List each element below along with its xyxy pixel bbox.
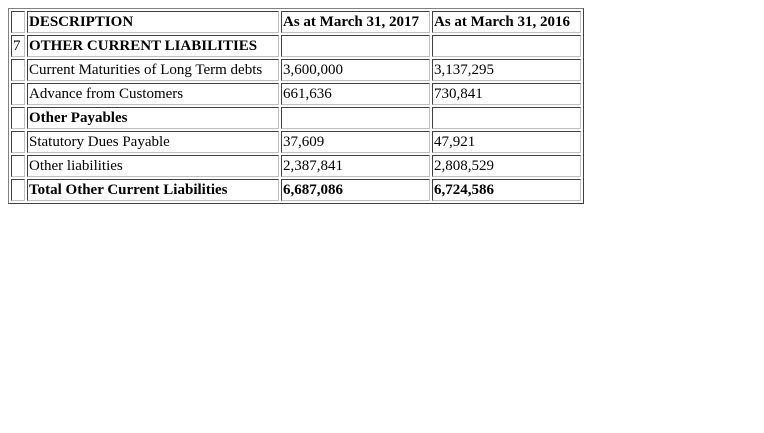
value-2016: 47,921 (432, 131, 581, 153)
value-2017: 2,387,841 (281, 155, 430, 177)
row-number: 7 (11, 35, 25, 57)
row-description: Advance from Customers (27, 83, 279, 105)
total-label: Total Other Current Liabilities (27, 179, 279, 201)
value-2017: 37,609 (281, 131, 430, 153)
value-2016: 730,841 (432, 83, 581, 105)
header-2016: As at March 31, 2016 (432, 11, 581, 33)
table-row: Other Payables (11, 107, 581, 129)
table-row: Other liabilities 2,387,841 2,808,529 (11, 155, 581, 177)
table-row: Advance from Customers 661,636 730,841 (11, 83, 581, 105)
row-number (11, 179, 25, 201)
total-2017: 6,687,086 (281, 179, 430, 201)
table-row: Current Maturities of Long Term debts 3,… (11, 59, 581, 81)
row-number (11, 107, 25, 129)
total-2016: 6,724,586 (432, 179, 581, 201)
value-2017 (281, 107, 430, 129)
section-heading-other-current-liabilities: OTHER CURRENT LIABILITIES (27, 35, 279, 57)
row-number (11, 83, 25, 105)
row-description: Statutory Dues Payable (27, 131, 279, 153)
value-2016 (432, 107, 581, 129)
header-2017: As at March 31, 2017 (281, 11, 430, 33)
table-header-row: DESCRIPTION As at March 31, 2017 As at M… (11, 11, 581, 33)
row-description: Other liabilities (27, 155, 279, 177)
subsection-heading-other-payables: Other Payables (27, 107, 279, 129)
liabilities-table-container: DESCRIPTION As at March 31, 2017 As at M… (8, 8, 584, 204)
row-number (11, 59, 25, 81)
table-total-row: Total Other Current Liabilities 6,687,08… (11, 179, 581, 201)
value-2016: 3,137,295 (432, 59, 581, 81)
row-number (11, 131, 25, 153)
value-2016: 2,808,529 (432, 155, 581, 177)
row-description: Current Maturities of Long Term debts (27, 59, 279, 81)
value-2016 (432, 35, 581, 57)
other-current-liabilities-table: DESCRIPTION As at March 31, 2017 As at M… (8, 8, 584, 204)
table-row: 7 OTHER CURRENT LIABILITIES (11, 35, 581, 57)
value-2017 (281, 35, 430, 57)
value-2017: 661,636 (281, 83, 430, 105)
table-row: Statutory Dues Payable 37,609 47,921 (11, 131, 581, 153)
row-number (11, 155, 25, 177)
value-2017: 3,600,000 (281, 59, 430, 81)
header-description: DESCRIPTION (27, 11, 279, 33)
header-num-cell (11, 11, 25, 33)
